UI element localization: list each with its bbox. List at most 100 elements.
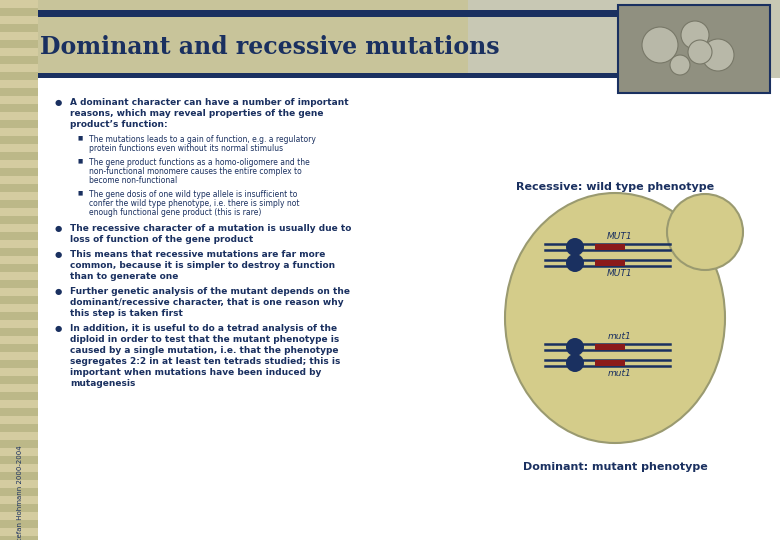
Bar	[0, 64, 38, 72]
Bar	[0, 536, 38, 540]
Text: become non-functional: become non-functional	[89, 176, 177, 185]
Text: product’s function:: product’s function:	[70, 120, 168, 129]
Text: ●: ●	[55, 250, 62, 259]
Bar	[0, 264, 38, 272]
Text: © Stefan Hohmann 2000-2004: © Stefan Hohmann 2000-2004	[17, 446, 23, 540]
Bar	[0, 248, 38, 256]
Bar	[0, 208, 38, 216]
Circle shape	[670, 55, 690, 75]
Text: Recessive: wild type phenotype: Recessive: wild type phenotype	[516, 182, 714, 192]
Text: MUT1: MUT1	[607, 269, 633, 278]
Bar	[0, 104, 38, 112]
Bar	[0, 448, 38, 456]
Text: mut1: mut1	[608, 369, 632, 378]
Bar	[0, 152, 38, 160]
Bar	[0, 280, 38, 288]
Bar	[595, 344, 625, 350]
Circle shape	[566, 254, 584, 272]
Bar	[0, 96, 38, 104]
Circle shape	[566, 354, 584, 372]
Bar	[0, 72, 38, 80]
Text: reasons, which may reveal properties of the gene: reasons, which may reveal properties of …	[70, 109, 324, 118]
Text: important when mutations have been induced by: important when mutations have been induc…	[70, 368, 321, 377]
Bar	[0, 400, 38, 408]
Text: MUT1: MUT1	[607, 232, 633, 241]
Bar	[0, 168, 38, 176]
Text: In addition, it is useful to do a tetrad analysis of the: In addition, it is useful to do a tetrad…	[70, 324, 337, 333]
Text: ■: ■	[78, 158, 83, 163]
Circle shape	[667, 194, 743, 270]
Bar	[0, 496, 38, 504]
Text: dominant/recessive character, that is one reason why: dominant/recessive character, that is on…	[70, 298, 344, 307]
Bar	[0, 304, 38, 312]
Text: this step is taken first: this step is taken first	[70, 309, 183, 318]
Text: Further genetic analysis of the mutant depends on the: Further genetic analysis of the mutant d…	[70, 287, 350, 296]
Bar	[0, 144, 38, 152]
Text: than to generate one: than to generate one	[70, 272, 179, 281]
Text: loss of function of the gene product: loss of function of the gene product	[70, 235, 254, 244]
Bar	[0, 336, 38, 344]
Bar	[0, 48, 38, 56]
Bar	[0, 0, 38, 8]
Text: ●: ●	[55, 98, 62, 107]
Bar	[0, 472, 38, 480]
Text: ●: ●	[55, 324, 62, 333]
Bar	[0, 504, 38, 512]
Bar	[0, 528, 38, 536]
Bar	[0, 24, 38, 32]
Circle shape	[688, 40, 712, 64]
Bar	[0, 480, 38, 488]
Bar	[38, 0, 468, 80]
Text: protein functions even without its normal stimulus: protein functions even without its norma…	[89, 144, 283, 153]
Bar	[0, 160, 38, 168]
Bar	[0, 416, 38, 424]
Bar	[0, 200, 38, 208]
Bar	[38, 78, 780, 540]
Bar	[0, 488, 38, 496]
Text: ●: ●	[55, 287, 62, 296]
Text: Dominant: mutant phenotype: Dominant: mutant phenotype	[523, 462, 707, 472]
Bar	[0, 136, 38, 144]
Text: mut1: mut1	[608, 332, 632, 341]
Bar	[0, 232, 38, 240]
Bar	[0, 240, 38, 248]
Bar	[0, 216, 38, 224]
Bar	[0, 88, 38, 96]
Text: The recessive character of a mutation is usually due to: The recessive character of a mutation is…	[70, 224, 351, 233]
Bar	[0, 384, 38, 392]
Bar	[0, 408, 38, 416]
Bar	[595, 244, 625, 250]
Text: The gene dosis of one wild type allele is insufficient to: The gene dosis of one wild type allele i…	[89, 190, 297, 199]
Circle shape	[681, 21, 709, 49]
Bar	[0, 176, 38, 184]
Bar	[0, 376, 38, 384]
Text: This means that recessive mutations are far more: This means that recessive mutations are …	[70, 250, 325, 259]
Bar	[0, 128, 38, 136]
Text: ■: ■	[78, 190, 83, 195]
Bar	[0, 56, 38, 64]
Bar	[0, 392, 38, 400]
Bar	[0, 256, 38, 264]
Bar	[595, 360, 625, 366]
Text: diploid in order to test that the mutant phenotype is: diploid in order to test that the mutant…	[70, 335, 339, 344]
Text: ■: ■	[78, 135, 83, 140]
Circle shape	[642, 27, 678, 63]
Bar	[618, 5, 770, 93]
Bar	[0, 288, 38, 296]
Text: segregates 2:2 in at least ten tetrads studied; this is: segregates 2:2 in at least ten tetrads s…	[70, 357, 340, 366]
Bar	[0, 424, 38, 432]
Circle shape	[566, 238, 584, 256]
Bar	[0, 8, 38, 16]
Bar	[0, 272, 38, 280]
Text: enough functional gene product (this is rare): enough functional gene product (this is …	[89, 208, 261, 217]
Bar	[0, 344, 38, 352]
Bar	[0, 440, 38, 448]
Bar	[0, 352, 38, 360]
Bar	[0, 112, 38, 120]
Bar	[0, 80, 38, 88]
Bar	[0, 456, 38, 464]
Text: A dominant character can have a number of important: A dominant character can have a number o…	[70, 98, 349, 107]
Text: ●: ●	[55, 224, 62, 233]
Bar	[0, 520, 38, 528]
Bar	[0, 512, 38, 520]
